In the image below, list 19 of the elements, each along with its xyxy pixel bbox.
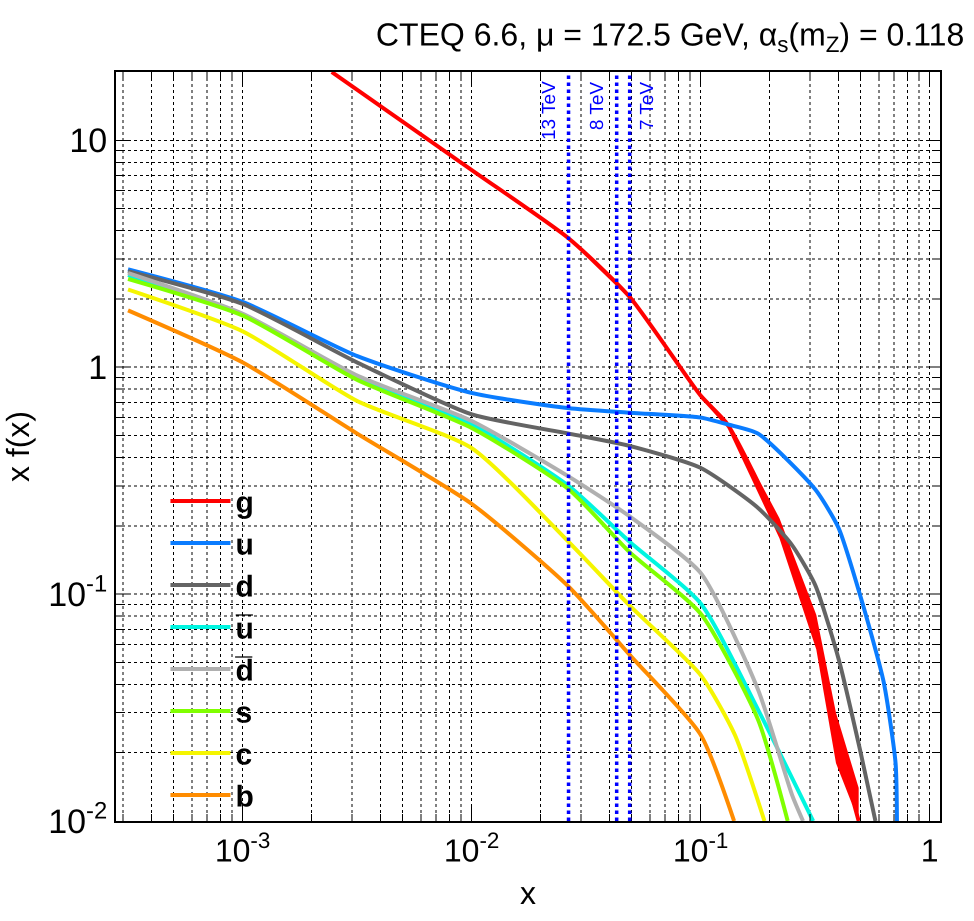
x-axis-title: x	[520, 874, 536, 911]
ref-line-label: 13 TeV	[539, 80, 560, 140]
y-tick-label: 1	[88, 349, 108, 388]
legend-label: u	[235, 528, 254, 562]
x-tick-label: 10$^{-2}$	[444, 828, 500, 868]
y-axis-title: x f(x)	[0, 410, 36, 482]
ref-line-label: 7 TeV	[637, 82, 658, 130]
x-tick-label: 10$^{-3}$	[214, 828, 270, 868]
x-tick-label: 10$^{-1}$	[672, 828, 728, 868]
legend-label: b	[235, 780, 254, 814]
ref-line-label: 8 TeV	[587, 82, 608, 130]
y-tick-label: 10$^{-1}$	[48, 570, 108, 614]
x-tick-label: 1	[920, 832, 939, 868]
chart-title: CTEQ 6.6, μ = 172.5 GeV, α$_{s}$(m$_{Z}$) = 0.118	[376, 16, 964, 58]
legend-label: u̅	[235, 612, 254, 646]
y-tick-label: 10	[69, 122, 108, 160]
legend-label: g	[235, 486, 254, 520]
y-tick-label: 10$^{-2}$	[48, 798, 108, 841]
legend-label: d̅	[234, 654, 254, 688]
